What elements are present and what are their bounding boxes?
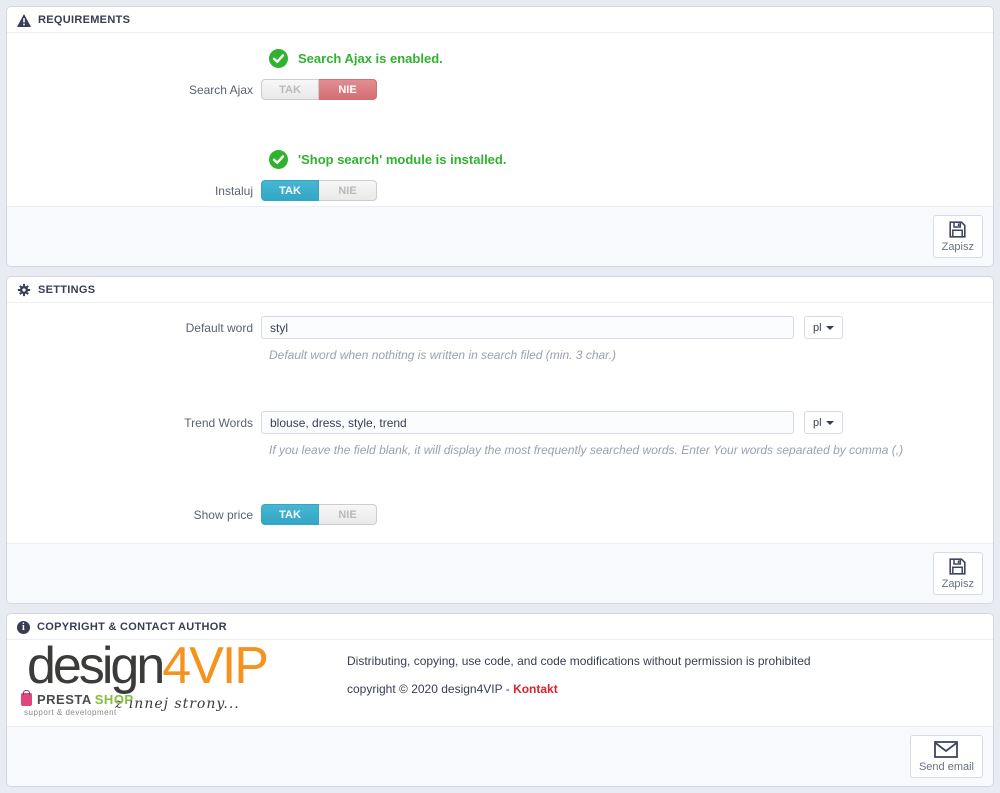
panel-requirements-header: REQUIREMENTS [7,7,993,33]
default-word-label: Default word [185,320,253,335]
prestashop-logo: PRESTA SHOP [21,690,134,707]
show-price-yes-button[interactable]: TAK [261,504,319,525]
trend-words-row: Trend Words pl [17,411,983,434]
ajax-status-text: Search Ajax is enabled. [298,51,443,66]
shop-text: SHOP [94,692,134,707]
search-ajax-yes-button[interactable]: TAK [261,79,319,100]
search-ajax-row: Search Ajax TAK NIE [17,79,983,100]
trend-words-input[interactable] [261,411,794,434]
install-status-text: 'Shop search' module is installed. [298,152,507,167]
check-circle-icon [269,150,288,169]
save-button-label: Zapisz [941,578,974,590]
default-word-lang-dropdown[interactable]: pl [804,316,843,339]
default-word-help: Default word when nothitng is written in… [269,348,617,362]
copyright-text-block: Distributing, copying, use code, and cod… [347,644,983,718]
settings-body: Default word pl Default word when nothit… [7,316,993,543]
lang-code: pl [813,321,822,334]
save-button[interactable]: Zapisz [932,215,983,258]
copyright-footer: Send email [7,726,993,786]
presta-text: PRESTA [37,692,92,707]
trend-words-help: If you leave the field blank, it will di… [269,443,904,457]
trend-words-label: Trend Words [184,415,253,430]
install-toggle: TAK NIE [261,180,377,201]
floppy-disk-icon [949,558,966,575]
panel-settings: SETTINGS Default word pl Default word wh… [6,276,994,604]
panel-requirements: REQUIREMENTS Search Ajax is enabled. Sea… [6,6,994,267]
check-circle-icon [269,49,288,68]
requirements-body: Search Ajax is enabled. Search Ajax TAK … [7,49,993,206]
settings-footer: Zapisz [7,543,993,603]
search-ajax-label: Search Ajax [188,82,253,97]
ajax-status-row: Search Ajax is enabled. [269,49,983,68]
logo-wordmark: design4VIP [27,637,269,695]
default-word-row: Default word pl [17,316,983,339]
requirements-footer: Zapisz [7,206,993,266]
search-ajax-toggle: TAK NIE [261,79,377,100]
design4vip-logo: design4VIP z innej strony... PRESTA SHOP … [17,640,347,718]
copyright-body: design4VIP z innej strony... PRESTA SHOP … [7,640,993,726]
kontakt-link[interactable]: Kontakt [513,682,558,696]
show-price-toggle: TAK NIE [261,504,377,525]
install-label: Instaluj [214,183,253,198]
copyright-line1: Distributing, copying, use code, and cod… [347,654,811,668]
warning-icon [17,13,31,27]
envelope-icon [934,741,959,758]
gear-icon [17,283,31,297]
search-ajax-no-button[interactable]: NIE [319,79,377,100]
chevron-down-icon [825,420,834,425]
logo-design-text: design [27,637,165,695]
save-button[interactable]: Zapisz [932,552,983,595]
logo-tagline: z innej strony... [115,696,240,712]
copyright-line2-text: copyright © 2020 design4VIP - [347,682,514,696]
show-price-no-button[interactable]: NIE [319,504,377,525]
info-icon: i [17,620,30,634]
install-yes-button[interactable]: TAK [261,180,319,201]
send-email-button-label: Send email [918,761,974,773]
install-row: Instaluj TAK NIE [17,180,983,201]
panel-title: COPYRIGHT & CONTACT AUTHOR [37,621,227,633]
install-status-row: 'Shop search' module is installed. [269,150,983,169]
copyright-line2: copyright © 2020 design4VIP - Kontakt [347,682,983,696]
logo-subtext: support & development [24,708,117,717]
panel-title: SETTINGS [38,284,96,296]
show-price-label: Show price [193,507,253,522]
shopping-bag-icon [21,690,32,706]
default-word-input[interactable] [261,316,794,339]
logo-4vip-text: 4VIP [162,637,269,695]
panel-settings-header: SETTINGS [7,277,993,303]
floppy-disk-icon [949,221,966,238]
panel-copyright: i COPYRIGHT & CONTACT AUTHOR design4VIP … [6,613,994,787]
chevron-down-icon [825,325,834,330]
install-no-button[interactable]: NIE [319,180,377,201]
trend-words-lang-dropdown[interactable]: pl [804,411,843,434]
panel-title: REQUIREMENTS [38,14,131,26]
panel-copyright-header: i COPYRIGHT & CONTACT AUTHOR [7,614,993,640]
show-price-row: Show price TAK NIE [17,504,983,525]
lang-code: pl [813,416,822,429]
save-button-label: Zapisz [941,241,974,253]
